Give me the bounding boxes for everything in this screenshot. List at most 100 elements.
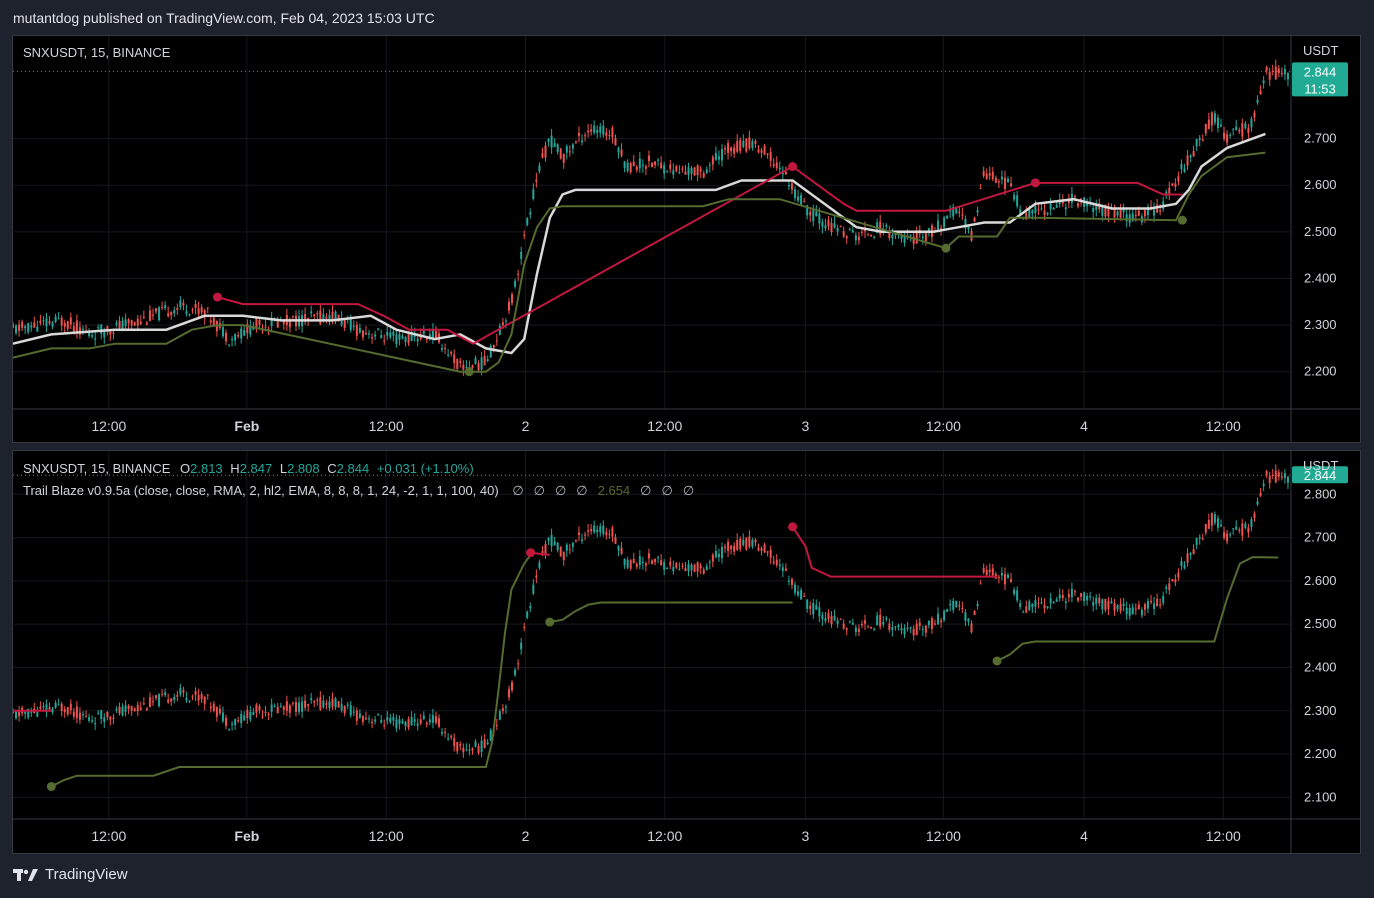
x-tick-label: 12:00: [369, 828, 404, 844]
candle-body: [717, 554, 720, 558]
y-tick-label: 2.400: [1304, 270, 1337, 285]
candle-body: [1046, 606, 1049, 608]
candle-body: [839, 618, 842, 620]
candle-body: [550, 135, 553, 148]
candle-body: [903, 236, 906, 243]
candle-body: [194, 303, 197, 308]
candle-body: [976, 604, 979, 607]
candle-body: [514, 669, 517, 675]
candle-body: [587, 130, 590, 133]
candle-body: [218, 708, 221, 714]
candle-body: [781, 567, 784, 571]
candle-body: [1201, 538, 1204, 540]
candle-body: [471, 748, 474, 751]
candle-body: [416, 338, 419, 342]
price-chart[interactable]: 2.700 2.600 2.500 2.400 2.300 2.200 12:00 Feb 12…: [13, 36, 1360, 442]
candle-body: [456, 358, 459, 369]
candle-body: [873, 236, 876, 238]
series-line-red: [217, 165, 1183, 345]
candle-body: [915, 623, 918, 636]
indicator-value: 2.654: [597, 483, 631, 498]
candle-body: [54, 316, 57, 322]
x-tick-label: 2: [522, 418, 530, 434]
candle-body: [413, 719, 416, 722]
candle-body: [258, 706, 261, 711]
candle-body: [1013, 194, 1016, 200]
candle-body: [1049, 598, 1052, 604]
candle-body: [142, 703, 145, 705]
candle-body: [285, 701, 288, 711]
candle-body: [553, 142, 556, 148]
candle-body: [903, 628, 906, 635]
candle-body: [383, 340, 386, 342]
candle-body: [161, 306, 164, 308]
candle-body: [629, 560, 632, 569]
candle-body: [139, 321, 142, 324]
trail-start-dot: [464, 367, 474, 377]
candle-body: [1116, 211, 1119, 216]
candle-body: [1271, 71, 1274, 73]
candle-body: [1019, 209, 1022, 214]
candle-body: [328, 315, 331, 323]
candle-body: [955, 600, 958, 608]
candle-body: [1171, 183, 1174, 186]
candle-body: [212, 703, 215, 711]
candle-body: [590, 529, 593, 532]
candle-body: [504, 706, 507, 708]
candle-body: [647, 155, 650, 162]
candle-body: [301, 701, 304, 712]
candle-body: [63, 708, 66, 713]
candle-body: [1241, 123, 1244, 137]
candle-body: [480, 357, 483, 370]
candle-body: [1067, 594, 1070, 598]
candle-body: [1204, 523, 1207, 533]
candle-body: [1052, 207, 1055, 210]
candle-body: [215, 706, 218, 717]
candle-body: [1000, 176, 1003, 180]
price-pane[interactable]: 2.700 2.600 2.500 2.400 2.300 2.200 12:00 Feb 12…: [12, 35, 1361, 443]
candle-body: [739, 538, 742, 550]
candle-body: [282, 706, 285, 710]
candle-body: [179, 300, 182, 308]
candle-body: [590, 129, 593, 132]
candle-body: [371, 721, 374, 724]
candle-body: [1067, 199, 1070, 203]
y-tick-label: 2.300: [1304, 317, 1337, 332]
indicator-chart[interactable]: 2.800 2.700 2.600 2.500 2.400 2.300 2.200 2.100…: [13, 451, 1360, 853]
candle-body: [523, 234, 526, 236]
x-tick-label: 12:00: [647, 828, 682, 844]
candle-body: [629, 163, 632, 173]
candle-body: [349, 319, 352, 331]
candle-body: [581, 539, 584, 541]
tradingview-logo[interactable]: TradingView: [13, 866, 128, 883]
indicator-pane[interactable]: 2.800 2.700 2.600 2.500 2.400 2.300 2.200 2.100…: [12, 450, 1361, 854]
candle-body: [434, 716, 437, 723]
candle-body: [988, 173, 991, 176]
candle-body: [821, 614, 824, 620]
candle-body: [599, 126, 602, 133]
candle-body: [243, 330, 246, 336]
candle-body: [1013, 589, 1016, 595]
candle-body: [1034, 206, 1037, 214]
y-tick-label: 2.600: [1304, 177, 1337, 192]
candle-body: [842, 623, 845, 629]
candle-body: [757, 547, 760, 551]
x-tick-label: 2: [522, 828, 530, 844]
candle-body: [708, 561, 711, 563]
candle-body: [121, 320, 124, 330]
candle-body: [310, 311, 313, 314]
candle-body: [824, 618, 827, 622]
indicator-legend[interactable]: Trail Blaze v0.9.5a (close, close, RMA, …: [23, 483, 694, 499]
candle-body: [757, 149, 760, 153]
candle-body: [185, 311, 188, 314]
candle-body: [577, 133, 580, 136]
candle-body: [873, 628, 876, 630]
candle-body: [109, 716, 112, 720]
x-tick-label: 12:00: [369, 418, 404, 434]
trail-start-dot: [545, 617, 555, 627]
indicator-value: ∅: [640, 483, 652, 498]
candle-body: [684, 171, 687, 175]
candle-body: [380, 335, 383, 338]
candle-body: [1168, 583, 1171, 591]
candle-body: [1052, 601, 1055, 604]
